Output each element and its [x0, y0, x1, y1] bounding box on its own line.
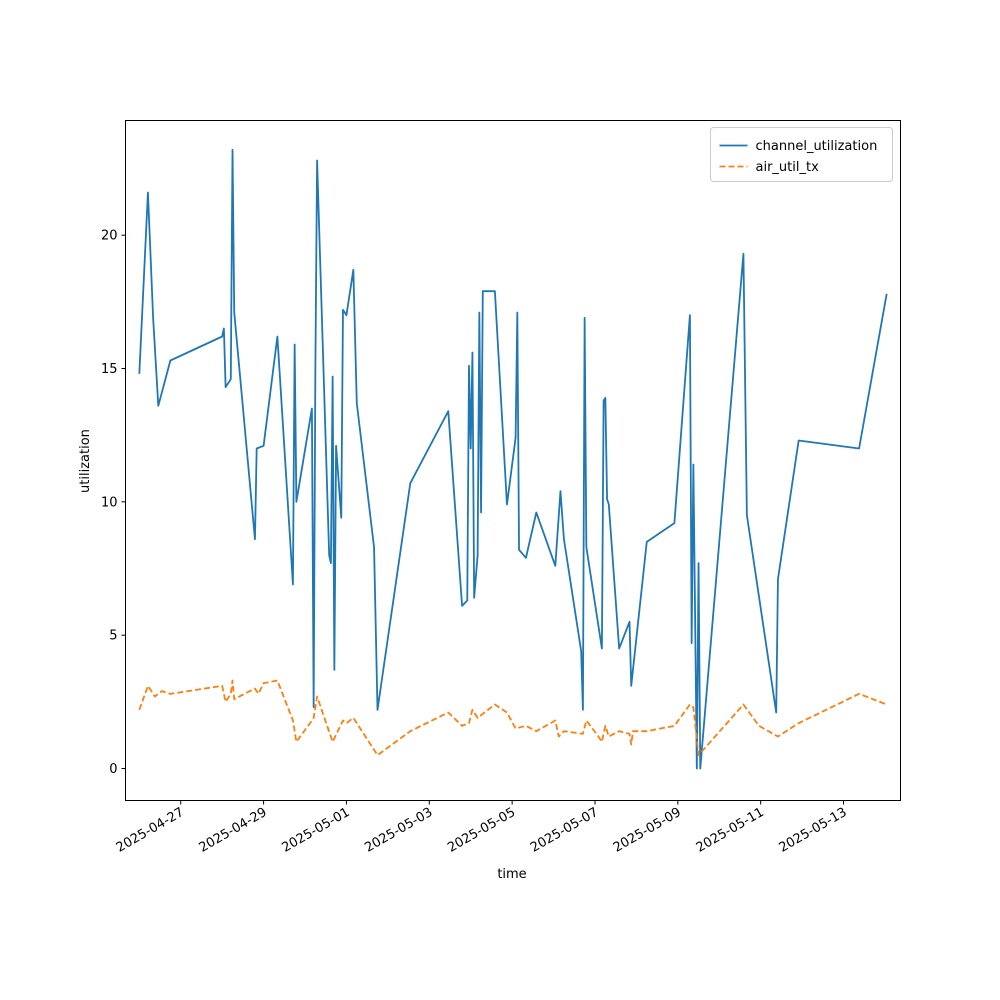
y-tick-label: 20: [101, 229, 118, 244]
y-tick-label: 0: [109, 762, 117, 777]
legend: channel_utilization air_util_tx: [710, 127, 893, 182]
y-axis: 0 5 10 15 20: [101, 229, 126, 777]
legend-label: channel_utilization: [756, 139, 878, 154]
series-line-air-util-tx: [138, 679, 888, 757]
y-tick-label: 15: [101, 362, 118, 377]
x-axis-label: time: [497, 867, 526, 882]
legend-label: air_util_tx: [756, 160, 820, 175]
y-tick-label: 5: [109, 629, 117, 644]
series-layer: [138, 148, 888, 770]
plot-frame: [125, 120, 901, 801]
series-line-channel-utilization: [138, 148, 888, 770]
y-axis-label: utilization: [78, 429, 93, 493]
y-tick-label: 10: [101, 495, 118, 510]
legend-box: [710, 127, 893, 182]
